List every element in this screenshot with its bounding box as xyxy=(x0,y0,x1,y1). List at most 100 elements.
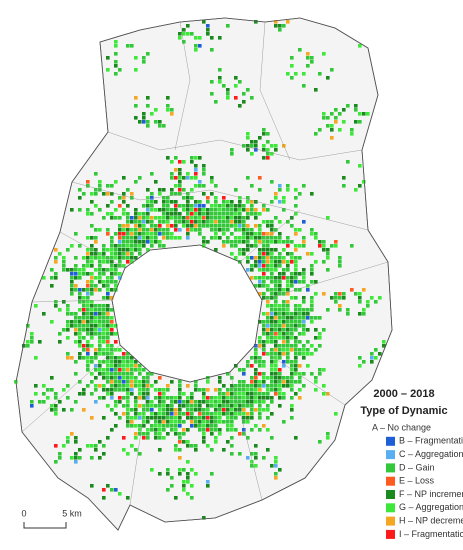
land-cell xyxy=(254,352,258,356)
land-cell xyxy=(374,348,378,352)
land-cell xyxy=(186,416,190,420)
land-cell xyxy=(94,328,98,332)
land-cell xyxy=(226,424,230,428)
land-cell xyxy=(70,408,74,412)
land-cell xyxy=(158,216,162,220)
land-cell xyxy=(238,432,242,436)
land-cell xyxy=(90,308,94,312)
land-cell xyxy=(358,164,362,168)
land-cell xyxy=(186,400,190,404)
land-cell xyxy=(250,232,254,236)
land-cell xyxy=(126,400,130,404)
land-cell xyxy=(122,212,126,216)
land-cell xyxy=(114,424,118,428)
land-cell xyxy=(198,228,202,232)
land-cell xyxy=(110,244,114,248)
land-cell xyxy=(254,344,258,348)
land-cell xyxy=(270,248,274,252)
land-cell xyxy=(126,256,130,260)
land-cell xyxy=(258,292,262,296)
land-cell xyxy=(186,404,190,408)
land-cell xyxy=(214,436,218,440)
land-cell xyxy=(250,264,254,268)
land-cell xyxy=(182,480,186,484)
land-cell xyxy=(270,296,274,300)
land-cell xyxy=(262,384,266,388)
land-cell xyxy=(190,160,194,164)
land-cell xyxy=(182,420,186,424)
land-cell xyxy=(202,236,206,240)
land-cell xyxy=(86,296,90,300)
land-cell xyxy=(90,324,94,328)
land-cell xyxy=(262,276,266,280)
land-cell xyxy=(138,412,142,416)
land-cell xyxy=(226,428,230,432)
land-cell xyxy=(266,312,270,316)
legend: 2000 – 2018 Type of Dynamic A – No chang… xyxy=(360,388,463,539)
land-cell xyxy=(102,496,106,500)
land-cell xyxy=(150,224,154,228)
land-cell xyxy=(290,376,294,380)
land-cell xyxy=(70,324,74,328)
land-cell xyxy=(298,304,302,308)
land-cell xyxy=(226,388,230,392)
land-cell xyxy=(98,336,102,340)
land-cell xyxy=(82,256,86,260)
land-cell xyxy=(130,228,134,232)
land-cell xyxy=(134,400,138,404)
land-cell xyxy=(174,424,178,428)
land-cell xyxy=(126,360,130,364)
land-cell xyxy=(302,316,306,320)
land-cell xyxy=(174,220,178,224)
land-cell xyxy=(254,200,258,204)
land-cell xyxy=(278,380,282,384)
land-cell xyxy=(74,340,78,344)
land-cell xyxy=(258,188,262,192)
land-cell xyxy=(134,384,138,388)
land-cell xyxy=(354,108,358,112)
land-cell xyxy=(106,348,110,352)
land-cell xyxy=(290,56,294,60)
land-cell xyxy=(38,400,42,404)
land-cell xyxy=(270,412,274,416)
land-cell xyxy=(242,412,246,416)
land-cell xyxy=(138,364,142,368)
land-cell xyxy=(102,328,106,332)
land-cell xyxy=(90,300,94,304)
land-cell xyxy=(86,208,90,212)
land-cell xyxy=(298,48,302,52)
land-cell xyxy=(346,104,350,108)
land-cell xyxy=(222,224,226,228)
land-cell xyxy=(214,248,218,252)
land-cell xyxy=(242,420,246,424)
land-cell xyxy=(166,472,170,476)
land-cell xyxy=(250,428,254,432)
land-cell xyxy=(262,284,266,288)
land-cell xyxy=(246,268,250,272)
land-cell xyxy=(190,212,194,216)
land-cell xyxy=(286,384,290,388)
land-cell xyxy=(282,340,286,344)
land-cell xyxy=(242,216,246,220)
land-cell xyxy=(306,364,310,368)
land-cell xyxy=(110,352,114,356)
land-cell xyxy=(98,228,102,232)
land-cell xyxy=(130,240,134,244)
land-cell xyxy=(266,252,270,256)
land-cell xyxy=(278,336,282,340)
land-cell xyxy=(134,364,138,368)
land-cell xyxy=(58,252,62,256)
land-cell xyxy=(278,256,282,260)
land-cell xyxy=(302,244,306,248)
land-cell xyxy=(326,268,330,272)
land-cell xyxy=(174,204,178,208)
land-cell xyxy=(66,312,70,316)
land-cell xyxy=(274,348,278,352)
land-cell xyxy=(82,192,86,196)
land-cell xyxy=(278,184,282,188)
land-cell xyxy=(266,208,270,212)
land-cell xyxy=(166,384,170,388)
land-cell xyxy=(174,444,178,448)
land-cell xyxy=(122,256,126,260)
land-cell xyxy=(306,284,310,288)
